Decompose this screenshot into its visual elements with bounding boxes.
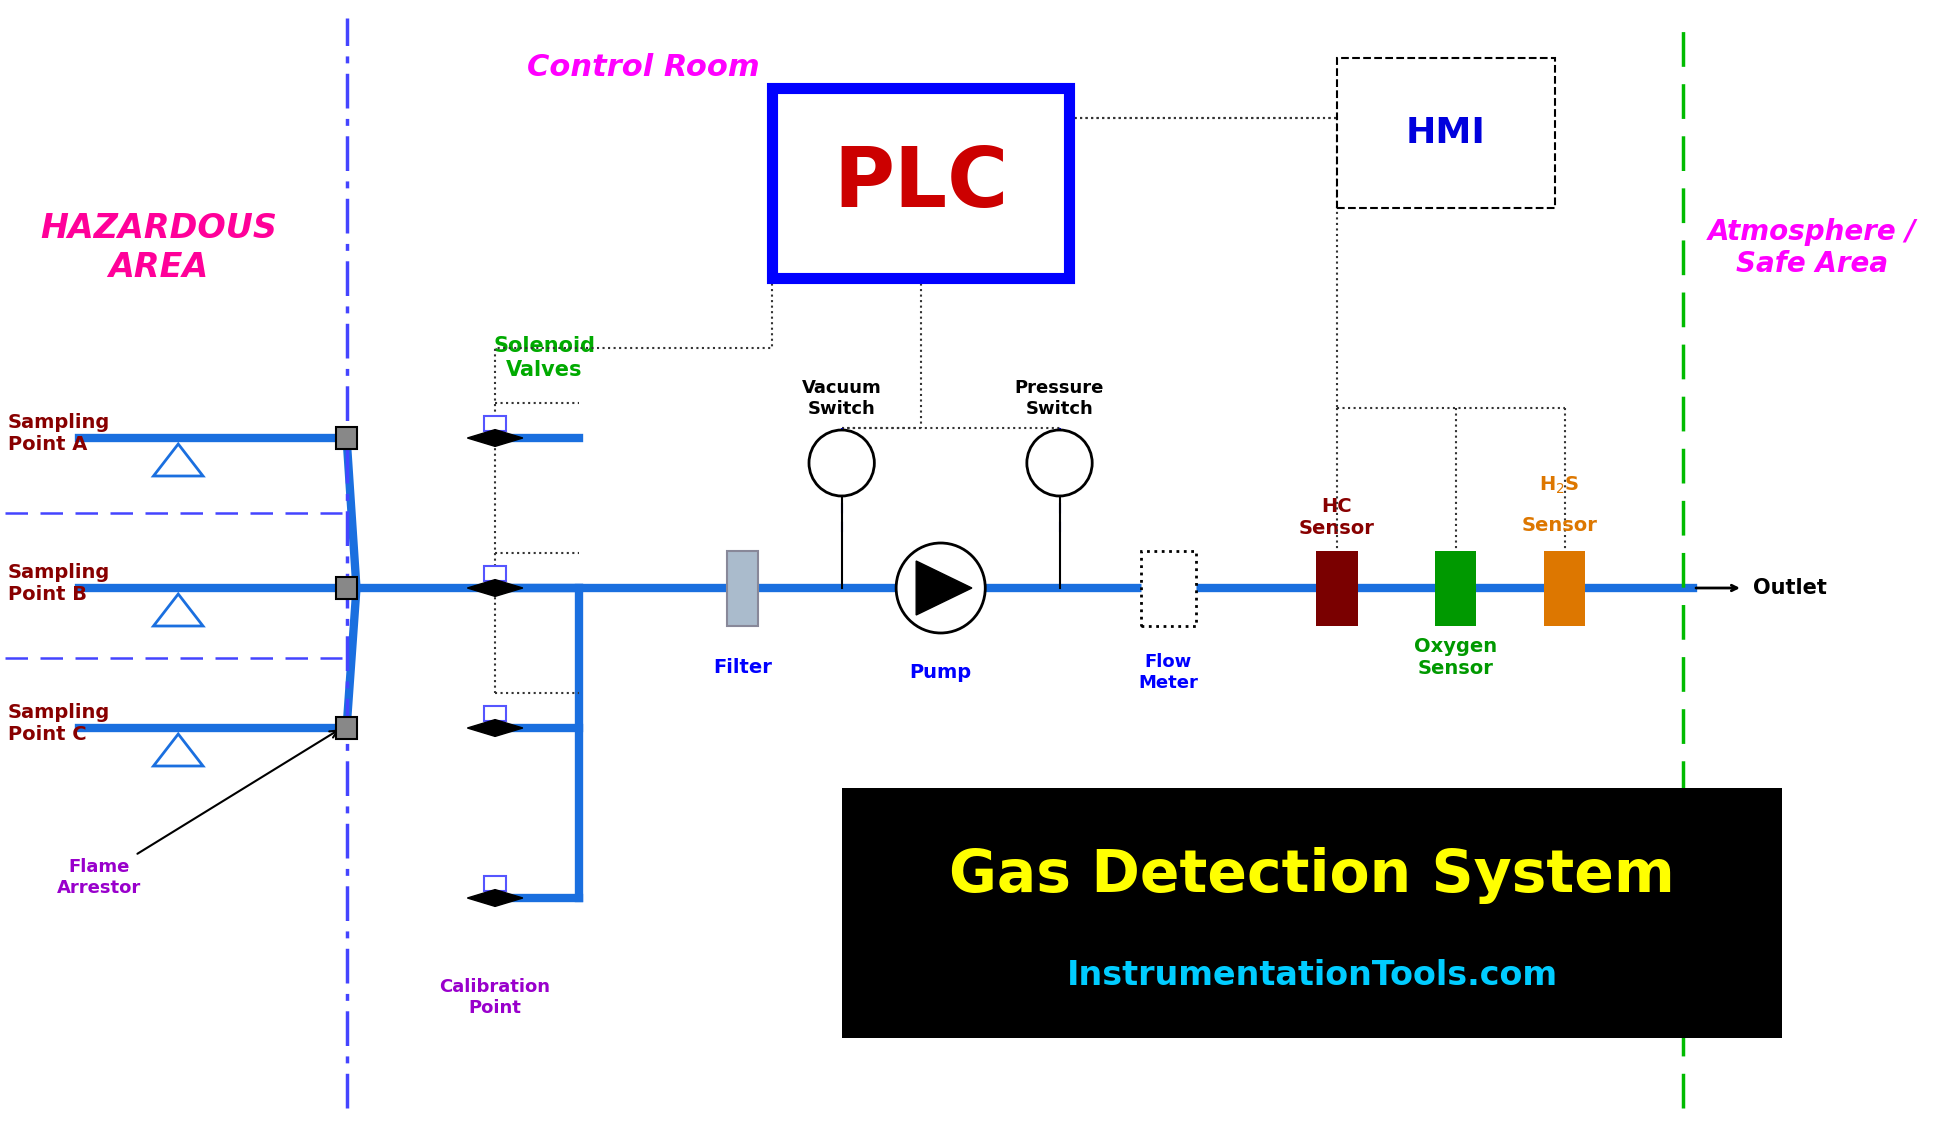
Polygon shape: [467, 430, 494, 447]
Bar: [335, 578, 357, 599]
Text: HC
Sensor: HC Sensor: [1299, 497, 1375, 538]
Bar: [727, 550, 758, 626]
Bar: [485, 875, 506, 891]
Text: Flow
Meter: Flow Meter: [1138, 653, 1198, 691]
Text: H$_2$S: H$_2$S: [1538, 474, 1578, 495]
Polygon shape: [467, 580, 494, 597]
Bar: [1543, 550, 1584, 626]
FancyBboxPatch shape: [1336, 58, 1553, 208]
Text: Pump: Pump: [909, 663, 971, 682]
Bar: [485, 565, 506, 581]
Text: Flame
Arrestor: Flame Arrestor: [56, 731, 337, 897]
Text: Sampling
Point B: Sampling Point B: [8, 563, 111, 603]
Polygon shape: [467, 720, 494, 737]
Text: PLC: PLC: [834, 142, 1008, 223]
Polygon shape: [494, 580, 522, 597]
Bar: [335, 717, 357, 739]
Circle shape: [1026, 430, 1092, 496]
Text: Sensor: Sensor: [1520, 517, 1596, 536]
Polygon shape: [494, 430, 522, 447]
Circle shape: [809, 430, 874, 496]
Polygon shape: [494, 720, 522, 737]
Circle shape: [896, 543, 985, 633]
Text: HMI: HMI: [1406, 116, 1485, 150]
Text: Vacuum
Switch: Vacuum Switch: [801, 379, 880, 418]
Polygon shape: [915, 561, 971, 615]
Bar: [335, 428, 357, 449]
Text: Filter: Filter: [714, 658, 772, 677]
Bar: [1315, 550, 1357, 626]
Text: HAZARDOUS
AREA: HAZARDOUS AREA: [41, 212, 277, 283]
Bar: [485, 706, 506, 721]
Polygon shape: [153, 734, 204, 766]
Polygon shape: [494, 890, 522, 907]
Bar: [485, 415, 506, 431]
Text: InstrumentationTools.com: InstrumentationTools.com: [1066, 959, 1557, 992]
Bar: [842, 788, 1782, 1038]
Polygon shape: [153, 594, 204, 626]
Text: Sampling
Point A: Sampling Point A: [8, 413, 111, 453]
Text: Outlet: Outlet: [1751, 578, 1827, 598]
Text: Control Room: Control Room: [527, 53, 760, 82]
Text: Oxygen
Sensor: Oxygen Sensor: [1414, 637, 1497, 679]
Bar: [1435, 550, 1476, 626]
Text: Gas Detection System: Gas Detection System: [948, 847, 1673, 904]
Polygon shape: [153, 444, 204, 476]
Text: Pressure
Switch: Pressure Switch: [1014, 379, 1103, 418]
Text: Solenoid
Valves: Solenoid Valves: [493, 336, 595, 380]
Bar: [1140, 550, 1194, 626]
Text: Atmosphere /
Safe Area: Atmosphere / Safe Area: [1706, 218, 1916, 279]
Polygon shape: [467, 890, 494, 907]
Text: Calibration
Point: Calibration Point: [440, 978, 551, 1016]
Text: Sampling
Point C: Sampling Point C: [8, 703, 111, 743]
FancyBboxPatch shape: [772, 88, 1068, 277]
